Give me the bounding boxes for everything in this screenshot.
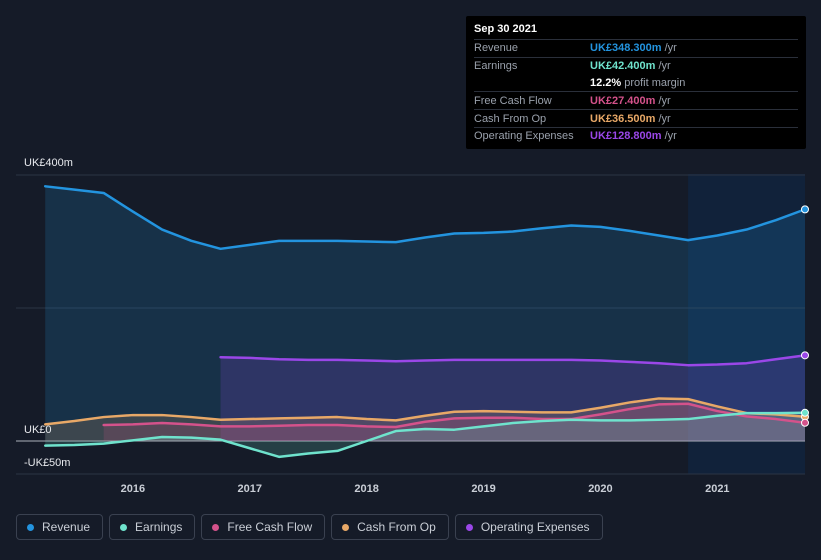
legend-label: Revenue (42, 520, 91, 534)
tooltip-row: Revenue UK£348.300m/yr (474, 39, 798, 57)
legend-label: Free Cash Flow (227, 520, 313, 534)
line-revenue (43, 185, 807, 251)
x-tick-label: 2021 (705, 483, 729, 495)
legend-item-revenue[interactable]: Revenue (16, 514, 104, 540)
grid-lines (16, 174, 805, 475)
legend-item-earnings[interactable]: Earnings (109, 514, 196, 540)
series-end-dots (801, 205, 809, 427)
y-tick-label: -UK£50m (24, 457, 70, 469)
tooltip-row: 12.2% profit margin (474, 75, 798, 92)
tooltip-row-value: UK£128.800m (590, 130, 662, 143)
area-earnings (45, 412, 805, 457)
legend-item-operating-expenses[interactable]: Operating Expenses (454, 514, 603, 540)
y-tick-label: UK£400m (24, 157, 73, 169)
recent-period-highlight (688, 174, 805, 474)
tooltip-row-label: Revenue (474, 42, 519, 55)
area-cash-from-op (45, 398, 805, 441)
y-axis: UK£400m UK£0 -UK£50m (24, 157, 73, 469)
recent-period-band (688, 174, 805, 474)
tooltip-row-unit: /yr (664, 130, 677, 143)
legend-item-free-cash-flow[interactable]: Free Cash Flow (201, 514, 326, 540)
legend-dot-icon (27, 523, 34, 531)
line-free-cash-flow (102, 402, 807, 429)
tooltip-row-value: UK£42.400m (590, 60, 656, 73)
tooltip-date: Sep 30 2021 (474, 23, 537, 35)
legend-label: Cash From Op (357, 520, 436, 534)
legend-item-cash-from-op[interactable]: Cash From Op (331, 514, 449, 540)
area-free-cash-flow (103, 403, 805, 441)
line-earnings (43, 411, 807, 459)
tooltip-row-unit: profit margin (624, 76, 686, 89)
tooltip-rows: Revenue UK£348.300m/yr Earnings UK£42.400m /… (474, 39, 798, 145)
legend-label: Earnings (135, 520, 183, 534)
y-tick-label: UK£0 (24, 424, 52, 436)
tooltip-row-unit: /yr (658, 60, 671, 73)
data-tooltip: Sep 30 2021 Revenue UK£348.300m/yr Earning… (466, 16, 806, 149)
end-dot-free-cash-flow (801, 418, 809, 427)
x-tick-label: 2018 (354, 483, 378, 495)
tooltip-row-unit: /yr (664, 42, 677, 55)
tooltip-row: Free Cash Flow UK£27.400m/yr (474, 91, 798, 109)
area-revenue (45, 186, 805, 441)
tooltip-row-label: Free Cash Flow (474, 94, 552, 107)
x-tick-label: 2016 (121, 483, 145, 495)
line-cash-from-op (43, 397, 807, 426)
legend-dot-icon (465, 523, 473, 531)
tooltip-row-value: UK£36.500m (590, 112, 656, 125)
tooltip-row-label: Cash From Op (474, 112, 547, 125)
end-dot-earnings (801, 408, 809, 417)
tooltip-row-unit: /yr (658, 112, 671, 125)
tooltip-row: Earnings UK£42.400m/yr (474, 56, 798, 75)
end-dot-operating-expenses (801, 351, 809, 360)
chart-legend: Revenue Earnings Free Cash Flow Cash From O… (16, 514, 603, 540)
tooltip-row-value: UK£27.400m (590, 94, 656, 107)
end-dot-revenue (801, 205, 809, 214)
legend-label: Operating Expenses (480, 520, 590, 534)
line-operating-expenses (219, 354, 807, 367)
tooltip-row-label: Earnings (474, 60, 518, 73)
tooltip-row-value: UK£348.300m (590, 42, 662, 55)
tooltip-row-label: Operating Expenses (474, 130, 574, 143)
legend-dot-icon (342, 523, 350, 531)
x-axis: 2016 2017 2018 2019 2020 2021 (121, 483, 730, 495)
tooltip-row: Operating Expenses UK£128.800m/yr (474, 126, 798, 145)
series-lines (43, 185, 807, 459)
legend-dot-icon (212, 523, 220, 531)
tooltip-row-unit: /yr (658, 94, 671, 107)
legend-dot-icon (120, 523, 128, 531)
x-tick-label: 2017 (238, 483, 262, 495)
tooltip-row: Cash From Op UK£36.500m/yr (474, 109, 798, 127)
x-tick-label: 2020 (588, 483, 612, 495)
tooltip-row-value: 12.2% (590, 76, 622, 89)
x-tick-label: 2019 (471, 483, 495, 495)
